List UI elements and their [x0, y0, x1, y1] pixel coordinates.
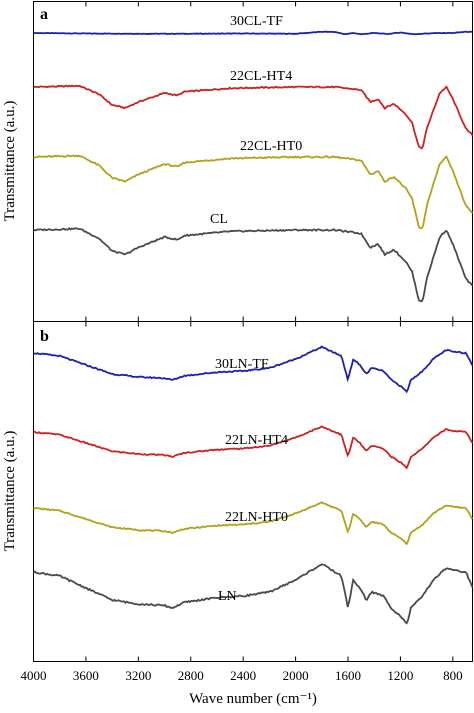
series-line-30cl-tf — [33, 30, 473, 36]
panel-b-y-label: Transmittance (a.u.) — [2, 431, 18, 552]
panel-a-ticks — [33, 1, 454, 322]
x-tick-label: 2800 — [178, 668, 204, 683]
x-tick-label: 3200 — [125, 668, 151, 683]
x-tick-label: 1600 — [335, 668, 361, 683]
x-tick-label: 1200 — [387, 668, 413, 683]
series-label-cl: CL — [210, 212, 228, 227]
series-line-22cl-ht4 — [33, 84, 474, 150]
series-line-22cl-ht0 — [33, 154, 474, 230]
panel-b-series-labels: 30LN-TF 22LN-HT4 22LN-HT0 LN — [215, 357, 288, 604]
panel-b-frame — [33, 321, 473, 662]
series-label-30cl-tf: 30CL-TF — [230, 14, 283, 29]
x-tick-labels: 4000 3600 3200 2800 2400 2000 1600 1200 800 — [21, 668, 463, 683]
panel-a-y-label: Transmittance (a.u.) — [2, 101, 18, 222]
series-label-30ln-tf: 30LN-TF — [215, 357, 269, 372]
x-tick-label: 3600 — [73, 668, 99, 683]
series-line-22ln-ht4 — [33, 425, 474, 470]
panel-b-label: b — [40, 328, 49, 345]
series-label-22cl-ht4: 22CL-HT4 — [230, 69, 292, 84]
series-line-30ln-tf — [33, 345, 474, 394]
series-label-22cl-ht0: 22CL-HT0 — [240, 139, 302, 154]
series-label-22ln-ht0: 22LN-HT0 — [225, 510, 288, 525]
x-tick-label: 2400 — [230, 668, 256, 683]
x-tick-label: 2000 — [283, 668, 309, 683]
panel-b-curves — [33, 345, 474, 625]
panel-a-curves — [33, 30, 474, 303]
panel-a-label: a — [40, 6, 48, 23]
series-label-22ln-ht4: 22LN-HT4 — [225, 433, 288, 448]
panel-a-series-labels: 30CL-TF 22CL-HT4 22CL-HT0 CL — [210, 14, 302, 227]
series-line-cl — [33, 227, 474, 303]
series-line-ln — [33, 563, 474, 625]
x-axis-label: Wave number (cm⁻¹) — [189, 691, 317, 707]
x-tick-label: 4000 — [21, 668, 47, 683]
series-label-ln: LN — [218, 589, 237, 604]
x-tick-label: 800 — [443, 668, 463, 683]
panel-b-ticks — [33, 321, 454, 662]
series-line-22ln-ht0 — [33, 501, 474, 546]
panel-a-frame — [33, 1, 473, 322]
